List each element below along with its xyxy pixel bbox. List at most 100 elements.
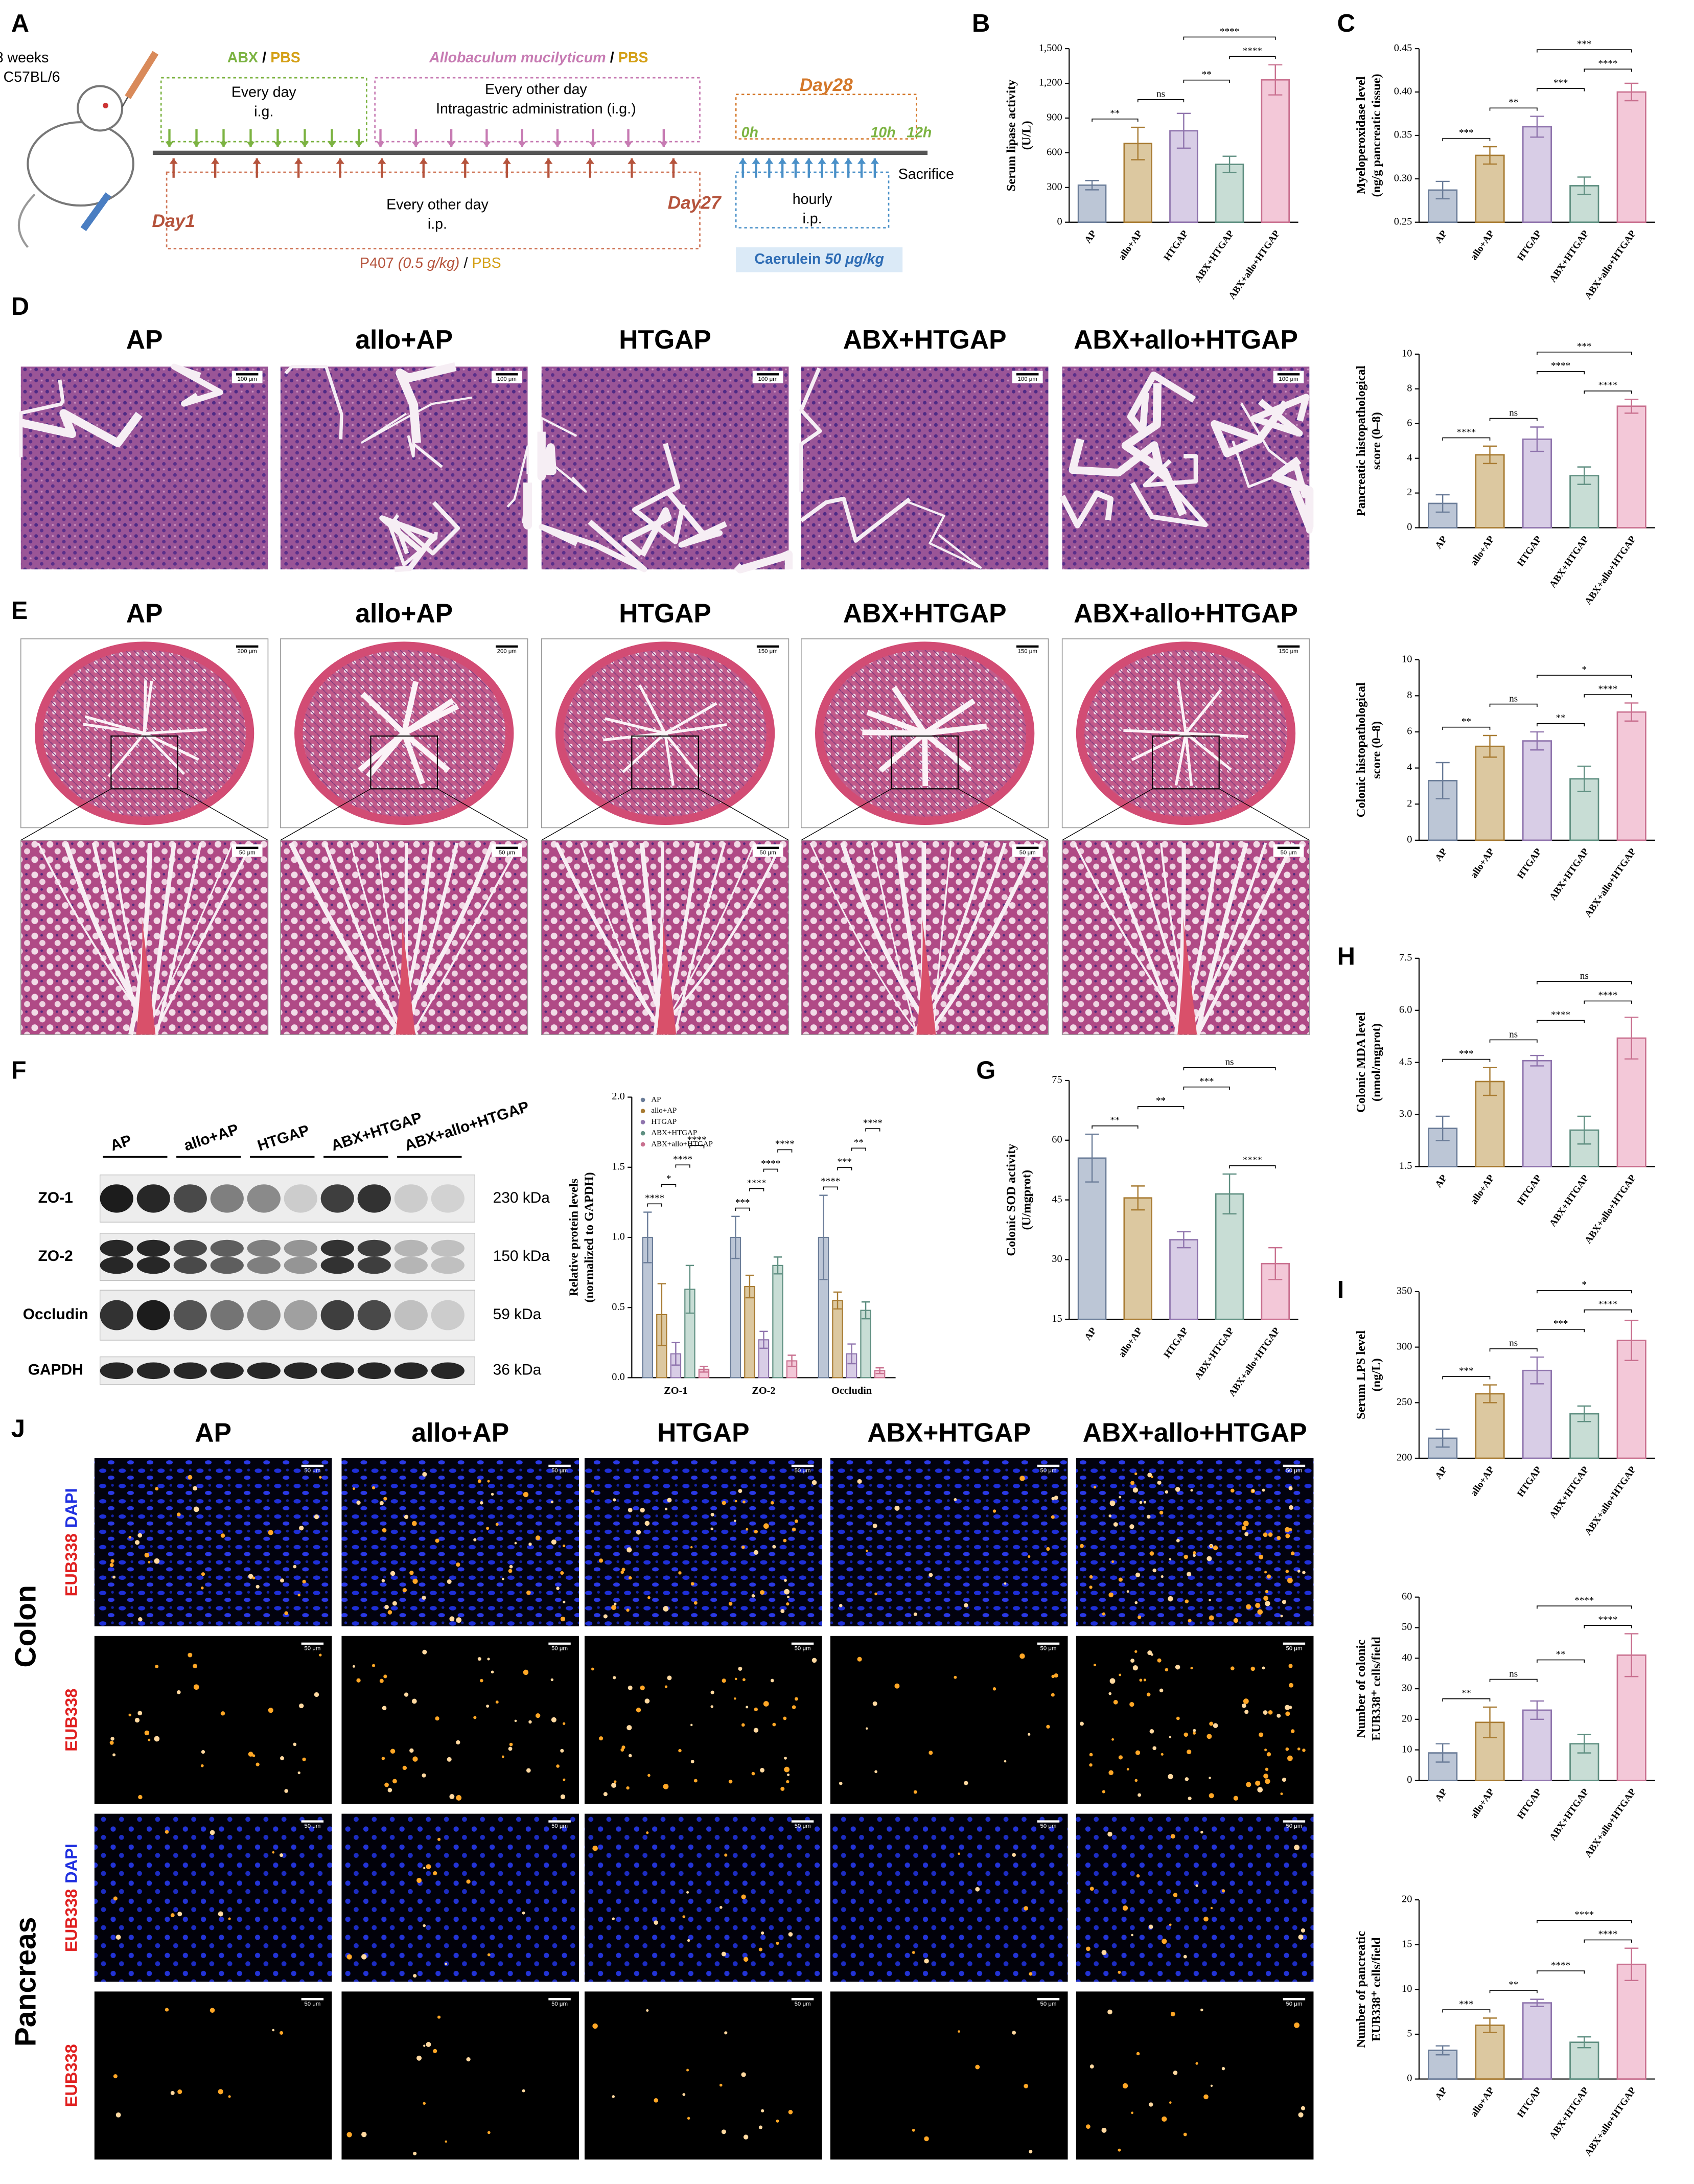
error-bar [1530,1356,1544,1385]
arrow-head [219,142,228,148]
eub338-signal [501,1577,504,1580]
eub338-signal [792,1527,796,1532]
scale-bar-label: 50 μm [795,2001,811,2007]
blot-band [247,1239,281,1257]
scale-bar-label: 50 μm [239,849,256,856]
eub338-signal [592,2023,598,2029]
eub338-signal [621,1745,625,1750]
eub338-signal [724,2031,728,2035]
scale-bar-box [752,371,783,383]
eub338-signal [423,1867,426,1869]
error-bar [787,1354,796,1367]
p407-label-part: (0.5 g/kg) [398,255,459,271]
arrow-head [294,158,303,164]
eub338-signal [682,1915,686,1919]
eub338-signal [456,1617,462,1623]
p407-label: P407 (0.5 g/kg) / PBS [360,255,501,271]
eub338-signal [1190,1667,1193,1670]
significance-bracket [1584,1309,1632,1313]
eub338-signal [109,1740,114,1745]
eub338-signal [177,2089,182,2095]
zoom-line [801,788,892,841]
eub338-signal [563,1778,566,1781]
bar [1123,1197,1153,1320]
row-label-part: EUB338 [61,2044,80,2107]
significance-bracket [1229,1165,1276,1169]
eub338-signal [1230,1488,1235,1493]
eub338-signal [647,1774,651,1777]
eub338-signal [787,1773,790,1776]
blot-band [210,1239,244,1257]
eub338-signal [742,1500,746,1504]
arrow-head [765,158,774,164]
muscle-band [1177,916,1197,1035]
panel-label: D [11,293,29,320]
eub338-signal [1294,1845,1299,1850]
eub338-signal [770,1501,774,1505]
blot-band [173,1239,207,1257]
eub338-signal [794,1519,798,1523]
eub338-signal [1288,1486,1293,1490]
eub338-signal [384,1782,389,1787]
schedule-text: i.g. [254,104,273,120]
legend-label: HTGAP [651,1118,677,1126]
eub338-signal [148,1560,151,1564]
legend-label: allo+AP [651,1107,677,1115]
eub338-signal [992,1687,996,1691]
syringe [80,192,111,232]
y-tick-label: 8 [1407,382,1412,394]
bar [1522,126,1552,223]
eub338-signal [626,1547,632,1553]
error-bar [1577,1115,1591,1145]
eub338-signal [1209,1793,1214,1799]
induction-window [735,94,917,140]
eub338-signal [200,1764,204,1767]
eub338-signal [422,1595,426,1600]
eub338-signal [154,1736,160,1742]
eub338-signal [783,1716,787,1720]
y-axis-label: Serum LPS level [1354,1330,1368,1419]
eub338-signal [1262,1666,1265,1670]
eub338-signal [1302,1749,1306,1752]
eub338-signal [437,1837,441,1841]
eub338-signal [690,1582,694,1586]
eub338-signal [486,1705,490,1708]
eub338-signal [113,2074,118,2079]
mouse-info: 6–8 weeks [0,50,49,66]
mouse-info-part: male C57BL/6 [0,69,60,85]
y-axis-label: score (0–8) [1370,412,1383,470]
blot-band [394,1239,428,1257]
scale-bar-label: 50 μm [1040,2001,1057,2007]
eub338-signal [413,1974,417,1978]
eub338-signal [710,1690,714,1694]
eub338-signal [1246,1782,1251,1787]
group-title: HTGAP [619,598,711,628]
scale-bar-label: 50 μm [1286,1467,1302,1474]
eub338-signal [293,1565,297,1569]
eub338-signal [1107,1831,1112,1837]
error-bar [685,1265,694,1314]
error-bar [1625,1947,1639,1982]
eub338-signal [738,1489,742,1493]
eub338-signal [491,1492,494,1496]
eub338-signal [603,1792,608,1797]
group-title: ABX+allo+HTGAP [1074,325,1298,354]
eub338-signal [423,2102,426,2105]
eub338-signal [134,1540,140,1545]
septum [1069,438,1165,477]
eub338-signal [1135,1572,1141,1577]
eub338-signal [486,1527,490,1530]
y-tick-label: 40 [1402,1652,1412,1663]
significance-label: *** [1459,128,1474,139]
eub338-signal [1150,1653,1153,1656]
eub338-signal [379,1679,384,1683]
septum [522,482,532,530]
eub338-signal [1184,1732,1189,1737]
eub338-signal [423,1924,426,1927]
error-bar [1530,426,1544,452]
scale-bar-label: 100 μm [1279,376,1298,382]
eub338-signal [293,1742,297,1746]
error-bar [1577,1405,1591,1422]
eub338-signal [743,2134,749,2140]
error-bar [1222,155,1237,173]
